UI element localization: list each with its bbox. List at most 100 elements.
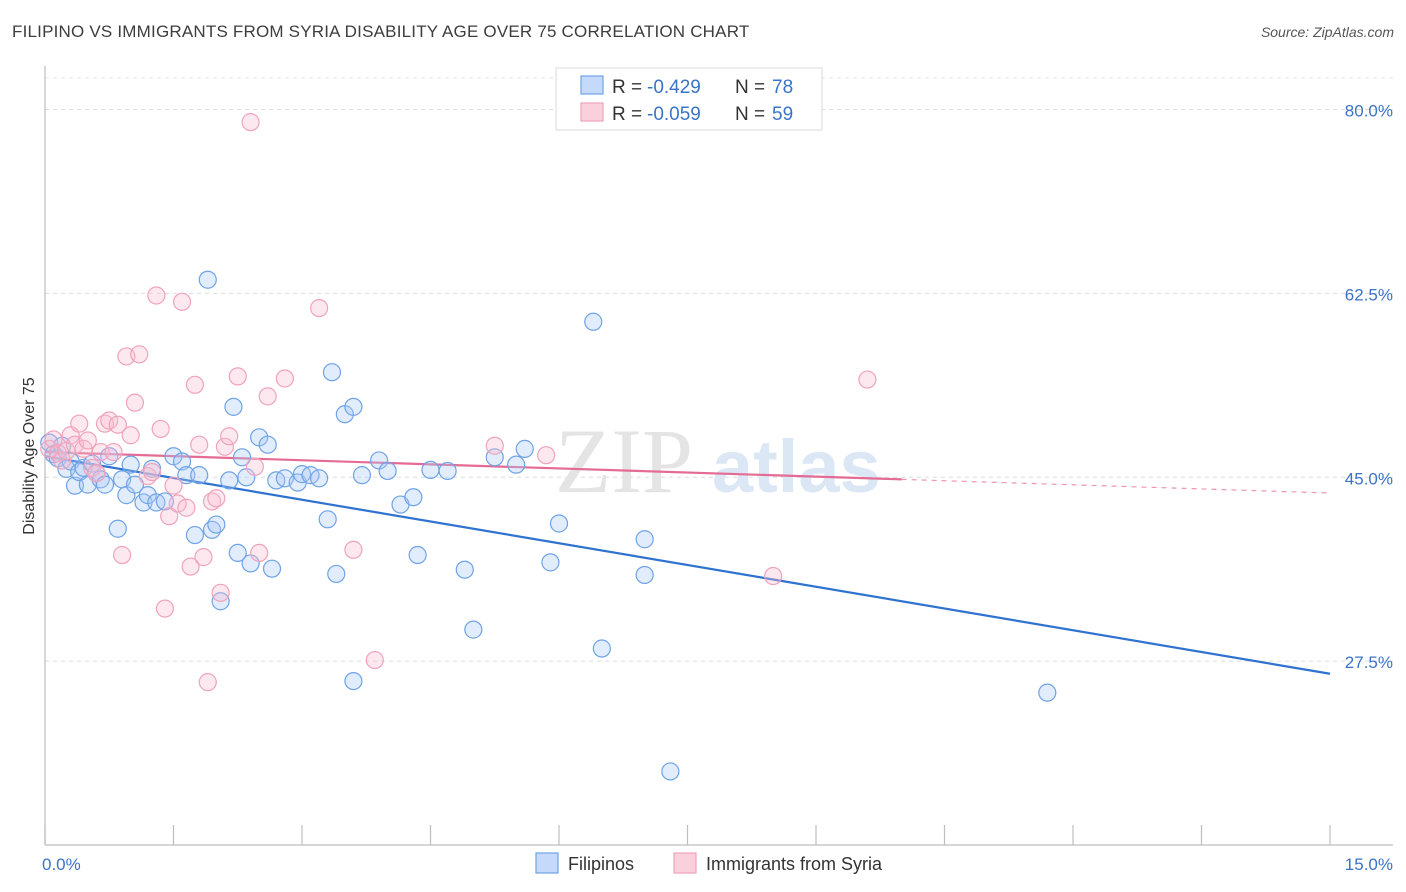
point-syria bbox=[147, 286, 166, 305]
y-axis-title: Disability Age Over 75 bbox=[21, 377, 38, 535]
point-filipinos bbox=[507, 455, 526, 474]
point-syria bbox=[177, 498, 196, 517]
watermark-atlas: atlas bbox=[712, 425, 881, 508]
point-syria bbox=[160, 507, 179, 526]
chart-source: Source: ZipAtlas.com bbox=[1260, 24, 1394, 40]
legend-r-label-filipinos: R = bbox=[612, 77, 642, 98]
point-filipinos bbox=[121, 455, 140, 474]
point-syria bbox=[245, 457, 264, 476]
point-syria bbox=[164, 476, 183, 495]
point-syria bbox=[151, 419, 170, 439]
point-syria bbox=[74, 439, 93, 458]
point-filipinos bbox=[322, 363, 342, 382]
point-syria bbox=[365, 650, 384, 670]
point-syria bbox=[87, 463, 106, 483]
point-filipinos bbox=[262, 559, 282, 578]
point-syria bbox=[108, 415, 127, 434]
y-tick-label: 45.0% bbox=[1345, 469, 1393, 488]
point-filipinos bbox=[198, 270, 217, 289]
point-filipinos bbox=[352, 466, 372, 485]
point-syria bbox=[100, 411, 119, 430]
point-syria bbox=[185, 375, 205, 394]
point-filipinos bbox=[635, 530, 654, 549]
legend-r-syria: -0.059 bbox=[647, 104, 701, 125]
trendline-filipinos bbox=[44, 455, 1331, 675]
data-points bbox=[40, 113, 1057, 781]
point-filipinos bbox=[190, 466, 209, 485]
point-syria bbox=[104, 442, 123, 462]
point-filipinos bbox=[232, 448, 252, 467]
point-filipinos bbox=[344, 671, 363, 691]
point-filipinos bbox=[108, 519, 127, 538]
point-filipinos bbox=[228, 543, 247, 563]
legend-r-label-syria: R = bbox=[612, 104, 642, 125]
point-filipinos bbox=[378, 461, 397, 481]
point-filipinos bbox=[310, 469, 329, 488]
point-syria bbox=[275, 369, 294, 388]
y-tick-label: 27.5% bbox=[1345, 653, 1393, 672]
legend-n-label-filipinos: N = bbox=[735, 77, 765, 98]
point-filipinos bbox=[125, 475, 145, 494]
point-filipinos bbox=[438, 461, 457, 481]
point-filipinos bbox=[464, 620, 483, 639]
tick-labels: 27.5% 45.0% 62.5% 80.0% 0.0% 15.0% bbox=[42, 102, 1393, 874]
point-syria bbox=[241, 113, 260, 132]
trendline-syria bbox=[44, 450, 902, 481]
bottom-legend-label-syria: Immigrants from Syria bbox=[706, 854, 883, 874]
point-syria bbox=[220, 427, 239, 446]
point-syria bbox=[258, 387, 277, 406]
point-syria bbox=[53, 451, 72, 470]
point-filipinos bbox=[327, 564, 346, 584]
legend-n-label-syria: N = bbox=[735, 104, 765, 125]
point-syria bbox=[207, 489, 226, 508]
legend-r-filipinos: -0.429 bbox=[647, 77, 701, 98]
point-filipinos bbox=[549, 514, 569, 533]
gridlines bbox=[45, 77, 1393, 662]
point-syria bbox=[194, 548, 213, 567]
point-filipinos bbox=[455, 560, 474, 579]
point-syria bbox=[70, 414, 89, 433]
point-filipinos bbox=[164, 447, 183, 466]
point-filipinos bbox=[177, 466, 196, 485]
watermark-zip: ZIP bbox=[555, 410, 693, 512]
point-syria bbox=[764, 566, 783, 586]
legend-box: R = -0.429 N = 78 R = -0.059 N = 59 bbox=[555, 67, 823, 131]
point-syria bbox=[250, 543, 269, 563]
point-syria bbox=[211, 583, 230, 602]
point-syria bbox=[112, 545, 132, 565]
point-syria bbox=[181, 557, 200, 576]
point-filipinos bbox=[1038, 683, 1057, 702]
trendlines bbox=[44, 450, 1331, 675]
point-syria bbox=[858, 370, 877, 389]
point-filipinos bbox=[515, 439, 534, 458]
point-syria bbox=[155, 599, 175, 618]
point-filipinos bbox=[185, 525, 205, 545]
point-filipinos bbox=[635, 565, 654, 585]
point-filipinos bbox=[318, 510, 337, 529]
point-syria bbox=[172, 292, 192, 311]
point-syria bbox=[190, 435, 209, 454]
point-filipinos bbox=[220, 471, 239, 490]
trendline-extension-syria bbox=[901, 478, 1331, 494]
point-filipinos bbox=[224, 397, 243, 416]
point-syria bbox=[125, 393, 145, 412]
point-filipinos bbox=[172, 452, 192, 471]
chart-title: FILIPINO VS IMMIGRANTS FROM SYRIA DISABI… bbox=[12, 22, 750, 41]
point-syria bbox=[344, 540, 363, 559]
x-tick-label-min: 0.0% bbox=[42, 855, 81, 874]
point-filipinos bbox=[408, 545, 427, 565]
point-syria bbox=[78, 431, 97, 450]
point-filipinos bbox=[584, 312, 603, 331]
point-filipinos bbox=[592, 639, 611, 658]
legend-swatch-syria bbox=[580, 102, 604, 122]
point-syria bbox=[215, 437, 234, 456]
point-filipinos bbox=[207, 515, 226, 534]
point-syria bbox=[198, 673, 217, 692]
watermark: ZIP atlas bbox=[555, 410, 881, 512]
point-filipinos bbox=[258, 435, 277, 454]
legend-swatch-filipinos bbox=[580, 75, 604, 95]
point-syria bbox=[44, 430, 63, 449]
point-syria bbox=[485, 436, 504, 455]
point-filipinos bbox=[541, 553, 560, 572]
point-filipinos bbox=[65, 476, 85, 495]
